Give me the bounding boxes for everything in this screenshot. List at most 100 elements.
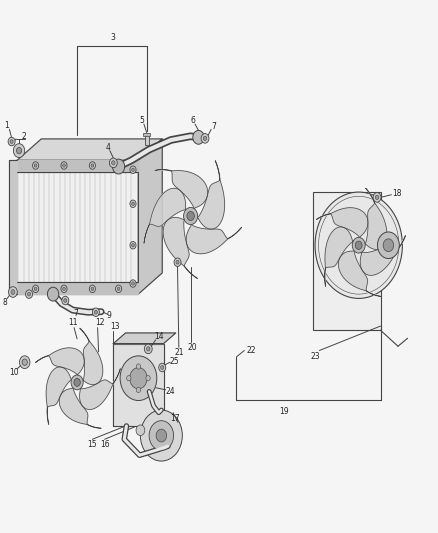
Circle shape <box>136 425 145 435</box>
Circle shape <box>25 290 32 298</box>
Circle shape <box>315 192 403 298</box>
Circle shape <box>130 166 136 173</box>
Polygon shape <box>339 245 381 296</box>
Circle shape <box>19 356 30 368</box>
Circle shape <box>131 168 134 172</box>
Text: 10: 10 <box>9 368 18 377</box>
Circle shape <box>74 378 80 386</box>
Text: 14: 14 <box>154 332 163 341</box>
Circle shape <box>89 285 95 293</box>
Circle shape <box>149 421 173 450</box>
Polygon shape <box>163 216 198 278</box>
Circle shape <box>110 158 117 167</box>
Text: 11: 11 <box>68 318 78 327</box>
Polygon shape <box>359 188 387 249</box>
Bar <box>145 134 149 146</box>
Circle shape <box>146 376 150 381</box>
Circle shape <box>184 207 198 224</box>
Circle shape <box>383 239 394 252</box>
Polygon shape <box>77 369 120 409</box>
Circle shape <box>22 359 27 366</box>
Circle shape <box>130 241 136 249</box>
Polygon shape <box>155 169 208 216</box>
Text: 25: 25 <box>170 357 179 366</box>
Circle shape <box>89 162 95 169</box>
Polygon shape <box>138 139 162 294</box>
Polygon shape <box>10 160 17 294</box>
Circle shape <box>136 364 141 369</box>
Circle shape <box>203 136 207 141</box>
Circle shape <box>131 244 134 247</box>
Circle shape <box>378 232 399 259</box>
Circle shape <box>32 285 39 293</box>
Circle shape <box>130 280 136 287</box>
Polygon shape <box>113 344 163 426</box>
Text: 8: 8 <box>3 297 7 306</box>
Circle shape <box>9 287 17 297</box>
Circle shape <box>201 134 209 143</box>
Circle shape <box>16 148 21 154</box>
Circle shape <box>373 192 381 202</box>
Circle shape <box>63 287 65 290</box>
Circle shape <box>62 296 69 305</box>
Text: 24: 24 <box>165 387 175 397</box>
Circle shape <box>145 344 152 354</box>
Text: 15: 15 <box>88 440 97 449</box>
Circle shape <box>116 285 122 293</box>
Circle shape <box>131 282 134 285</box>
Circle shape <box>117 164 120 167</box>
Polygon shape <box>186 216 241 254</box>
Circle shape <box>10 140 13 143</box>
Circle shape <box>130 200 136 207</box>
Circle shape <box>352 237 365 253</box>
Polygon shape <box>325 227 359 286</box>
Text: 18: 18 <box>392 189 402 198</box>
Polygon shape <box>77 328 103 385</box>
Circle shape <box>28 292 31 296</box>
Circle shape <box>120 356 157 400</box>
Text: 6: 6 <box>191 116 195 125</box>
Circle shape <box>159 364 166 372</box>
Circle shape <box>91 164 94 167</box>
Text: 19: 19 <box>280 407 290 416</box>
Circle shape <box>94 310 97 314</box>
Text: 7: 7 <box>211 122 216 131</box>
Circle shape <box>11 289 15 294</box>
Polygon shape <box>17 160 138 294</box>
Circle shape <box>127 376 131 381</box>
Bar <box>313 192 381 330</box>
Text: 20: 20 <box>188 343 198 352</box>
Circle shape <box>61 162 67 169</box>
Circle shape <box>131 202 134 205</box>
Text: 17: 17 <box>170 414 180 423</box>
Polygon shape <box>191 160 225 229</box>
Circle shape <box>13 144 25 158</box>
Text: 13: 13 <box>110 322 120 331</box>
Circle shape <box>355 241 362 249</box>
Circle shape <box>34 164 37 167</box>
Polygon shape <box>17 160 138 172</box>
Polygon shape <box>17 139 162 160</box>
Text: 4: 4 <box>106 143 110 152</box>
Polygon shape <box>359 236 406 276</box>
Circle shape <box>117 287 120 290</box>
Circle shape <box>64 298 67 302</box>
Circle shape <box>112 160 115 165</box>
Text: 22: 22 <box>247 346 256 355</box>
Circle shape <box>34 287 37 290</box>
Circle shape <box>130 368 147 389</box>
Circle shape <box>61 285 67 293</box>
Circle shape <box>116 162 122 169</box>
Text: 7: 7 <box>73 309 78 318</box>
Polygon shape <box>59 382 101 428</box>
Circle shape <box>136 387 141 392</box>
Circle shape <box>161 366 164 369</box>
Text: 5: 5 <box>140 116 145 125</box>
Text: 2: 2 <box>21 132 26 141</box>
Text: 3: 3 <box>111 34 116 43</box>
Text: 1: 1 <box>4 121 9 130</box>
Circle shape <box>141 410 182 461</box>
Circle shape <box>8 138 15 146</box>
Circle shape <box>71 375 83 390</box>
Circle shape <box>174 258 181 266</box>
